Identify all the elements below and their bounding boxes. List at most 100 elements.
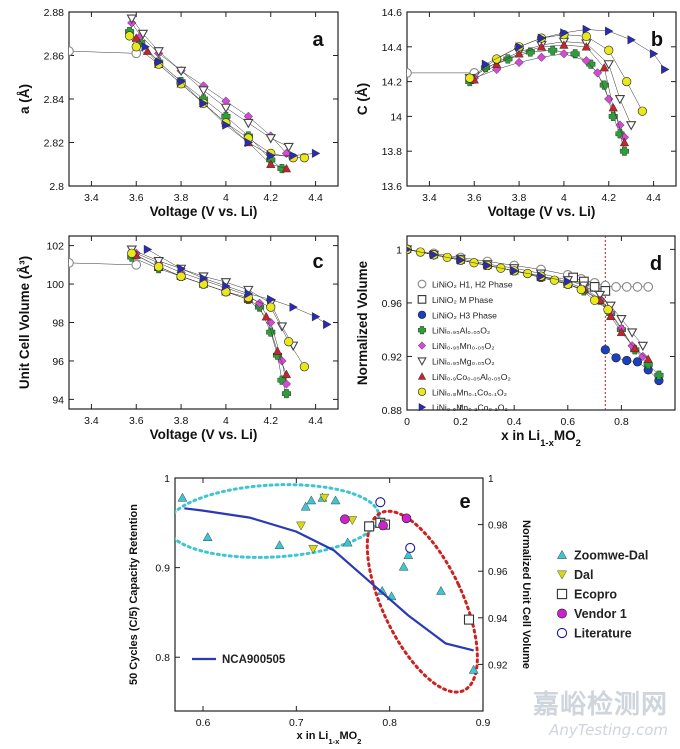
data-point [403, 550, 414, 559]
legend-label: LiNi₀.₉₅Mn₀.₀₅O₂ [432, 341, 495, 351]
x-axis-label: Voltage (V vs. Li) [488, 204, 596, 219]
data-point [69, 46, 74, 56]
legend-marker [556, 627, 568, 639]
data-point [536, 52, 547, 62]
data-point [619, 146, 629, 156]
y-tick-label: 98 [52, 318, 64, 330]
data-point [605, 26, 614, 36]
data-point [643, 354, 653, 363]
data-point [281, 369, 292, 379]
data-point [296, 521, 306, 531]
data-point [375, 497, 386, 508]
data-point [465, 73, 475, 83]
data-point [603, 305, 613, 315]
y-tick-label: 14.2 [382, 77, 403, 89]
data-point [600, 345, 610, 355]
x-axis-label: x in Li1-xMO2 [297, 730, 362, 746]
data-point [616, 314, 627, 325]
y-axis-label: Normalized Volume [355, 260, 370, 385]
legend-marker [418, 326, 426, 335]
data-point [626, 328, 638, 338]
data-point [69, 258, 74, 268]
data-point [266, 302, 276, 312]
data-point [153, 47, 164, 57]
data-point [311, 148, 321, 159]
data-point [127, 248, 137, 258]
legend-marker [417, 310, 427, 319]
legend-marker [417, 372, 427, 380]
x-tick-label: 4.2 [601, 192, 616, 204]
y-tick-label: 14.4 [382, 42, 403, 54]
y-tick-label: 0.9 [155, 563, 170, 575]
chart-panel-c: 3.4 3.6 3.8 4 4.2 4.4 94 96 98 100 102 Voltage (V v… [17, 235, 339, 442]
panel-letter: a [312, 29, 324, 51]
series-lini0-95mg0-05o2 [126, 14, 294, 153]
y-tick-label: 96 [52, 356, 64, 368]
data-point [261, 312, 271, 321]
data-point [643, 282, 654, 292]
x-tick-label: 0.8 [382, 717, 397, 729]
x-axis-label: x in Li1-xMO2 [501, 428, 581, 449]
legend-label: Dal [574, 568, 593, 582]
data-point [581, 31, 591, 41]
series-lini0-9co0-05al0-05o2 [469, 40, 630, 147]
y-tick-label: 2.86 [44, 51, 65, 63]
data-point [430, 250, 439, 260]
y2-tick-label: 0.96 [488, 567, 508, 578]
data-point [608, 102, 618, 112]
data-point [300, 501, 311, 511]
data-point [514, 57, 524, 68]
data-point [401, 513, 412, 524]
legend-label: LiNi₀.₈Mn₀.₁Co₀.₁O₂ [432, 387, 507, 397]
data-point [632, 357, 643, 367]
data-point [581, 56, 591, 66]
legend-label: LiNiO₂ H3 Phase [432, 310, 497, 320]
x-tick-label: 0.7 [289, 717, 304, 729]
watermark: 嘉峪检测网 AnyTesting.com [533, 684, 668, 739]
plot-area [407, 244, 664, 386]
x-tick-label: 3.4 [84, 415, 99, 427]
series-lini0-6mn0-2co0-2o2 [141, 42, 321, 161]
data-point [266, 159, 276, 168]
y-axis-label: Unit Cell Volume (Å³) [17, 256, 32, 389]
x-tick-label: 4 [223, 415, 229, 427]
data-point [243, 118, 254, 129]
chart-panel-a: 3.4 3.6 3.8 4 4.2 4.4 2.8 2.82 2.84 2.86 2.88 Volta… [17, 7, 339, 219]
y2-tick-label: 0.98 [488, 521, 508, 532]
data-point [154, 262, 164, 272]
series-connector [69, 50, 137, 54]
data-point [199, 98, 209, 108]
data-point [177, 264, 186, 274]
data-point [289, 302, 298, 312]
data-point [559, 40, 569, 49]
y-tick-label: 102 [46, 241, 64, 253]
data-point [131, 33, 141, 42]
legend-marker [557, 570, 567, 580]
data-point [244, 137, 254, 148]
chart-panel-b: 3.4 3.6 3.8 4 4.2 4.4 13.6 13.8 14 14.2 14.4 14.6 Vo… [355, 7, 677, 219]
x-tick-label: 3.6 [467, 192, 482, 204]
data-point [281, 379, 292, 389]
legend: LiNiO₂ H1, H2 Phase LiNiO₂ M Phase LiNiO₂ … [417, 280, 513, 413]
data-point [627, 35, 636, 45]
y-tick-label: 1 [396, 244, 402, 256]
y-tick-label: 13.6 [382, 181, 403, 193]
series-lini0-6mn0-2co0-2o2 [407, 246, 573, 287]
data-point [611, 282, 621, 292]
data-point [124, 31, 135, 41]
data-point [137, 29, 149, 40]
data-point [141, 42, 150, 52]
data-point [308, 544, 318, 554]
data-point [289, 150, 298, 161]
series-connector [474, 53, 625, 138]
y-axis-label: C (Å) [355, 83, 370, 115]
x-tick-label: 4.4 [646, 192, 661, 204]
plot-area [175, 483, 479, 694]
series-connector [573, 277, 606, 292]
data-point [481, 59, 491, 69]
legend-label: LiNi₀.₉₅Al₀.₀₅O₂ [432, 326, 490, 336]
data-point [654, 370, 664, 380]
legend-label: Zoomwe-Dal [574, 549, 648, 563]
x-tick-label: 4.4 [308, 192, 323, 204]
